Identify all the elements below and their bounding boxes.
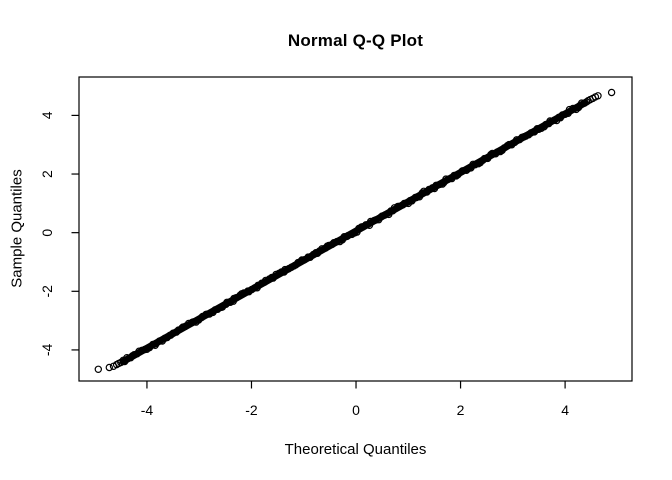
data-point-lower-tail xyxy=(105,363,114,372)
data-point xyxy=(365,221,374,229)
data-point xyxy=(503,141,511,150)
y-tick-label: -2 xyxy=(39,285,55,298)
data-point-upper-tail xyxy=(582,98,591,106)
y-tick-label: 2 xyxy=(39,170,55,178)
data-point xyxy=(425,185,433,194)
data-point xyxy=(438,180,447,188)
y-tick-label: -4 xyxy=(39,343,55,356)
x-axis-label: Theoretical Quantiles xyxy=(284,441,427,458)
y-tick-label: 0 xyxy=(39,229,55,237)
data-point xyxy=(542,120,550,129)
data-point xyxy=(313,249,322,257)
data-point-lower-tail xyxy=(94,365,103,373)
data-point xyxy=(577,99,586,107)
data-point xyxy=(281,265,289,274)
data-point xyxy=(452,172,460,180)
data-point xyxy=(527,129,535,137)
data-point-upper-tail xyxy=(607,88,616,97)
data-point xyxy=(366,217,375,226)
x-tick-label: 0 xyxy=(352,402,360,418)
data-point xyxy=(436,180,444,189)
data-point xyxy=(344,231,352,240)
x-tick-label: -2 xyxy=(245,402,258,418)
data-point xyxy=(236,291,244,299)
data-point xyxy=(184,319,193,328)
data-point xyxy=(205,310,214,318)
data-point xyxy=(353,228,361,236)
data-point xyxy=(496,147,504,156)
data-point xyxy=(479,156,487,164)
data-point xyxy=(390,204,399,212)
data-point xyxy=(444,175,452,183)
data-point xyxy=(340,232,348,241)
data-point xyxy=(169,329,177,337)
data-point xyxy=(480,154,489,163)
data-point xyxy=(262,276,270,285)
x-tick-label: -4 xyxy=(141,402,154,418)
data-point xyxy=(381,211,389,219)
data-point xyxy=(564,109,572,118)
plot-title: Normal Q-Q Plot xyxy=(287,31,424,50)
data-point xyxy=(412,193,421,202)
data-point xyxy=(292,261,300,269)
data-point xyxy=(298,256,306,264)
plot-frame xyxy=(78,76,633,382)
data-point xyxy=(232,294,240,302)
data-point xyxy=(487,150,495,159)
data-point xyxy=(254,281,262,289)
data-point xyxy=(240,289,248,297)
y-tick-label: 4 xyxy=(39,111,55,119)
data-point xyxy=(128,352,137,360)
data-point xyxy=(400,199,408,208)
data-point xyxy=(565,105,574,114)
data-point-upper-tail xyxy=(594,92,602,100)
data-point xyxy=(167,331,175,339)
data-point xyxy=(488,149,496,158)
data-point-lower-tail xyxy=(117,358,125,367)
data-point xyxy=(172,328,181,336)
data-point xyxy=(493,148,502,156)
x-tick-label: 4 xyxy=(561,402,569,418)
data-point xyxy=(572,105,580,114)
data-point xyxy=(418,189,426,197)
x-tick-label: 2 xyxy=(457,402,465,418)
data-point xyxy=(372,216,380,224)
